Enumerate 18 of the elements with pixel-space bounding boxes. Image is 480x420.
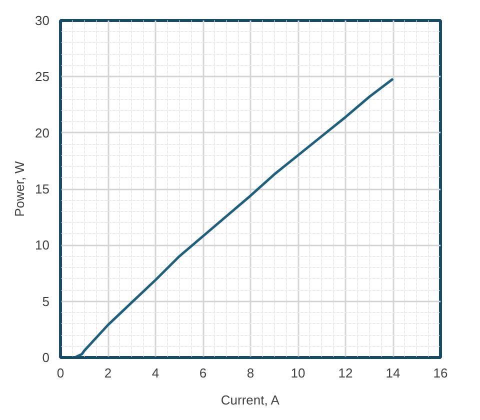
x-tick-label: 16 (433, 366, 448, 380)
x-tick-label: 10 (290, 366, 306, 380)
x-tick-label: 14 (386, 366, 400, 380)
y-tick-label: 5 (42, 294, 50, 309)
y-tick-label: 25 (35, 69, 50, 84)
y-tick-label: 15 (35, 182, 50, 196)
x-tick-label: 12 (338, 366, 353, 380)
x-tick-label: 6 (199, 366, 207, 380)
y-tick-label: 10 (35, 238, 50, 253)
x-tick-label: 0 (56, 366, 64, 380)
y-tick-label: 30 (35, 13, 50, 28)
x-tick-label: 4 (152, 366, 160, 380)
x-tick-label: 8 (246, 366, 254, 380)
x-axis-title: Current, A (220, 392, 280, 408)
y-tick-label: 20 (35, 125, 50, 140)
x-tick-label: 2 (104, 366, 112, 380)
y-tick-label: 0 (42, 350, 50, 365)
y-axis-title: Power, W (12, 160, 28, 217)
